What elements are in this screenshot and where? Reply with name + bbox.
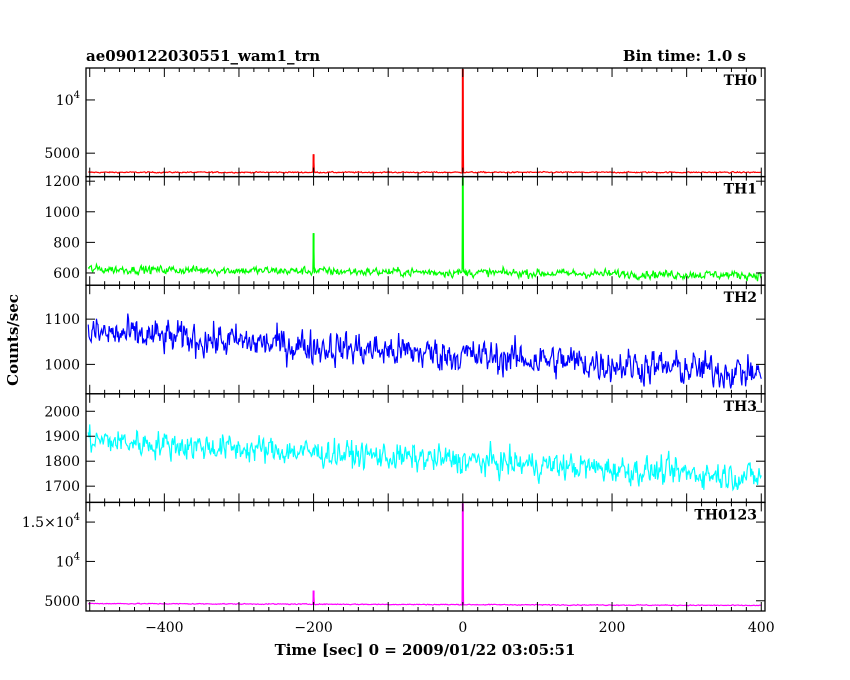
y-tick-label: 1700 <box>44 479 80 495</box>
x-axis-label: Time [sec] 0 = 2009/01/22 03:05:51 <box>275 641 576 659</box>
chart-title: ae090122030551_wam1_trn <box>86 47 320 65</box>
y-tick-label: 2000 <box>44 404 80 420</box>
panels: 5000 104 TH0 600 800 1000 1200 TH1 1000 1100 TH2 17… <box>22 67 775 636</box>
y-axis-label: Counts/sec <box>4 294 22 386</box>
panel-label-th1: TH1 <box>724 182 757 198</box>
series-line-th2 <box>87 313 762 389</box>
y-tick-label: 1000 <box>44 205 80 221</box>
x-tick-label: 0 <box>458 620 467 636</box>
y-tick-label: 1900 <box>44 429 80 445</box>
panel-label-th0123: TH0123 <box>694 507 757 523</box>
series-line-th1 <box>87 177 762 282</box>
y-tick-label: 104 <box>56 90 80 109</box>
y-tick-label: 600 <box>53 266 80 282</box>
y-tick-label: 1000 <box>44 357 80 373</box>
x-tick-label: −400 <box>145 620 183 636</box>
y-tick-label: 1200 <box>44 174 80 190</box>
bin-time-label: Bin time: 1.0 s <box>623 47 746 65</box>
panel-frame-th0 <box>85 67 766 178</box>
x-tick-label: 400 <box>748 620 775 636</box>
y-tick-label: 5000 <box>44 594 80 610</box>
panel-frame-th0123 <box>85 501 766 612</box>
panel-label-th3: TH3 <box>724 399 757 415</box>
y-tick-label: 1100 <box>44 312 80 328</box>
y-tick-label: 104 <box>56 551 80 570</box>
series-line-th3 <box>87 424 762 492</box>
panel-label-th2: TH2 <box>724 290 757 306</box>
series-line-th0 <box>88 68 762 175</box>
x-tick-label: 200 <box>599 620 626 636</box>
y-tick-label: 5000 <box>44 146 80 162</box>
series-line-th0123 <box>87 503 762 607</box>
y-tick-label: 800 <box>53 235 80 251</box>
x-tick-label: −200 <box>294 620 332 636</box>
y-tick-label: 1800 <box>44 454 80 470</box>
panel-label-th0: TH0 <box>724 73 758 89</box>
y-tick-label: 1.5×104 <box>22 512 80 531</box>
